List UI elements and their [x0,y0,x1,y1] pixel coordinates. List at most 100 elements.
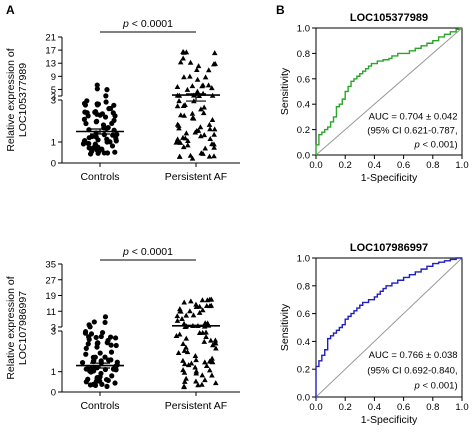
data-point-persistent-af [181,378,188,384]
data-point-persistent-af [175,349,182,355]
reference-diagonal [315,257,463,398]
data-point-controls [103,99,109,105]
x-tick-label: 0.8 [426,402,439,413]
data-point-persistent-af [212,380,219,386]
x-tick-label: 0.2 [339,160,352,171]
data-point-persistent-af [180,55,186,61]
data-point-persistent-af [206,121,213,127]
data-point-controls [97,112,103,118]
panel-letter-a: A [6,3,15,17]
data-point-persistent-af [193,370,199,376]
data-point-persistent-af [174,103,181,109]
y-tick-label: 21 [45,33,56,44]
data-point-persistent-af [180,340,186,346]
data-point-persistent-af [197,124,204,130]
data-point-controls [102,319,108,326]
data-point-persistent-af [211,144,217,150]
y-tick-label: 3 [51,96,56,107]
data-point-controls [108,342,114,348]
data-point-persistent-af [196,303,203,309]
data-point-persistent-af [199,307,206,313]
y-tick-label: 0.0 [297,151,310,162]
data-point-persistent-af [182,135,189,141]
y-tick-label: 17 [45,46,56,57]
data-point-persistent-af [207,126,213,132]
data-point-controls [91,319,97,325]
data-point-controls [110,110,116,116]
data-point-persistent-af [206,367,213,373]
data-point-persistent-af [188,298,194,304]
y-tick-label: 11 [46,307,56,318]
data-point-controls [93,119,99,125]
data-point-persistent-af [187,59,194,65]
data-point-persistent-af [198,106,204,112]
y-axis-label: Sensitivity [279,303,291,351]
x-tick-label: 0.2 [339,402,352,413]
data-point-persistent-af [193,378,199,384]
roc-curve [315,27,462,155]
data-point-controls [98,370,104,377]
x-tick-label: 0.4 [368,402,381,413]
data-point-persistent-af [209,117,216,123]
data-point-persistent-af [176,98,182,104]
data-point-persistent-af [188,360,195,366]
data-point-persistent-af [199,297,206,303]
data-point-persistent-af [210,342,216,348]
data-point-persistent-af [185,142,191,148]
auc-annotation: AUC = 0.766 ± 0.038 [369,350,458,361]
data-point-controls [101,150,107,156]
data-point-persistent-af [202,74,209,80]
data-point-persistent-af [211,131,217,137]
y-tick-label: 0 [51,388,56,399]
data-point-controls [92,382,99,388]
data-point-persistent-af [180,367,186,373]
data-point-persistent-af [212,340,219,346]
x-axis-label: 1-Specificity [361,172,418,184]
y-tick-label: 0.4 [297,337,310,348]
y-tick-label: 13 [45,59,56,70]
data-point-persistent-af [192,364,198,370]
data-point-controls [111,102,117,108]
x-tick-label: 0.8 [426,160,439,171]
x-category-label: Persistent AF [165,400,227,412]
data-point-controls [96,148,102,154]
data-point-controls [91,368,97,374]
data-point-persistent-af [181,74,187,80]
data-point-persistent-af [189,155,196,161]
ci-annotation: (95% CI 0.621-0.787, [367,125,457,136]
data-point-persistent-af [181,361,188,367]
data-point-controls [82,329,89,335]
data-point-controls [82,137,88,144]
data-point-persistent-af [213,345,219,351]
roc-plot-loc107986997: LOC107986997 0.0 0.2 0.4 0.6 0.8 1.0 0.0 0.2 0.4 0… [279,242,469,426]
data-point-controls [101,132,107,138]
significance-label: p < 0.0001 [122,246,173,258]
y-tick-label: 9 [51,72,56,83]
data-point-controls [92,109,98,115]
data-point-persistent-af [185,138,191,144]
data-point-persistent-af [180,49,186,55]
data-point-persistent-af [177,59,184,65]
data-point-persistent-af [193,301,199,307]
y-tick-label: 0.8 [297,281,310,292]
x-tick-label: 0.0 [309,402,322,413]
data-point-persistent-af [176,153,183,159]
significance-label: p < 0.0001 [122,18,173,30]
data-point-persistent-af [201,132,208,138]
data-point-controls [107,139,113,145]
data-point-persistent-af [203,333,209,339]
data-point-persistent-af [179,315,185,321]
data-point-controls [86,336,92,343]
data-point-persistent-af [181,299,188,305]
data-point-controls [106,357,112,363]
data-point-controls [79,360,86,366]
data-point-persistent-af [196,309,203,315]
data-point-persistent-af [183,130,190,136]
y-tick-label: 0.4 [297,100,310,111]
reference-diagonal [315,27,463,156]
x-axis-label: 1-Specificity [361,414,418,426]
data-point-persistent-af [208,296,215,302]
data-point-persistent-af [175,122,182,128]
y-tick-label: 3 [51,327,56,338]
data-point-controls [94,101,100,107]
